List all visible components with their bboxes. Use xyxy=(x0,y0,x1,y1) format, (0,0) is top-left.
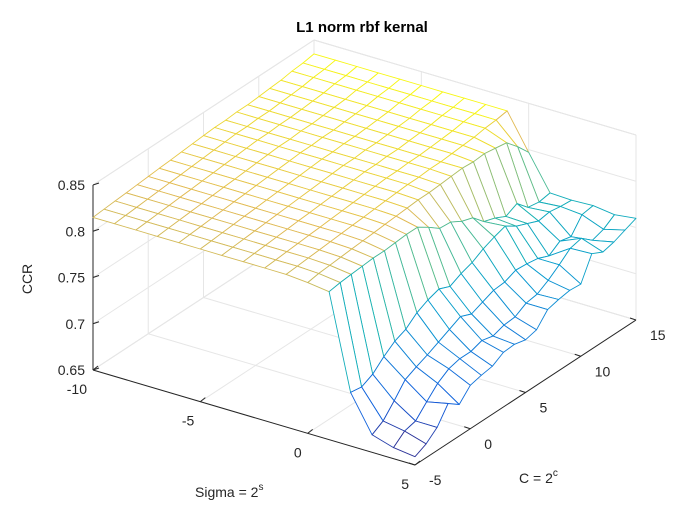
x-axis-label-sup: s xyxy=(258,482,263,493)
surface-facet xyxy=(393,430,427,458)
surface-layer xyxy=(92,53,637,458)
x-tick-label: 5 xyxy=(401,476,409,492)
backwall-gridline-z xyxy=(313,39,637,136)
x-axis-label-text: Sigma = 2 xyxy=(195,484,259,500)
y-tick-mark xyxy=(574,353,581,357)
z-tick-label: 0.85 xyxy=(58,177,85,193)
y-axis-label: C = 2c xyxy=(519,468,558,486)
y-tick-label: 5 xyxy=(540,400,548,416)
z-tick-label: 0.8 xyxy=(66,223,86,239)
z-tick-mark xyxy=(92,275,100,278)
z-tick-mark xyxy=(92,321,100,325)
z-tick-mark xyxy=(92,182,100,186)
x-tick-mark xyxy=(200,397,206,403)
y-tick-label: 15 xyxy=(650,327,666,343)
z-tick-label: 0.65 xyxy=(58,362,85,378)
y-tick-label: 10 xyxy=(595,363,611,379)
x-tick-mark xyxy=(414,460,421,466)
x-tick-label: -5 xyxy=(182,413,195,429)
y-axis-label-text: C = 2 xyxy=(519,470,553,486)
y-tick-mark xyxy=(464,426,471,430)
axes-layer xyxy=(92,182,637,466)
z-tick-label: 0.75 xyxy=(58,270,85,286)
z-tick-mark xyxy=(92,228,100,232)
y-tick-label: -5 xyxy=(429,472,442,488)
z-axis-label: CCR xyxy=(19,264,35,294)
y-tick-label: 0 xyxy=(484,436,492,452)
y-tick-mark xyxy=(629,317,637,321)
x-axis-line xyxy=(92,369,416,466)
x-tick-label: 0 xyxy=(294,444,302,460)
x-tick-mark xyxy=(307,428,313,434)
y-tick-mark xyxy=(408,462,416,466)
z-tick-label: 0.7 xyxy=(66,316,86,332)
x-tick-label: -10 xyxy=(67,381,87,397)
x-axis-label: Sigma = 2s xyxy=(195,482,263,500)
chart-title: L1 norm rbf kernal xyxy=(296,19,428,36)
y-tick-mark xyxy=(519,390,526,393)
sidewall-gridline-z xyxy=(92,39,315,186)
z-tick-mark xyxy=(92,367,100,371)
y-axis-label-sup: c xyxy=(553,468,558,479)
ticks-layer: -10 -5 0 5 -5 0 5 10 15 0.65 0.7 0.75 0.8 0.85 xyxy=(58,177,666,492)
